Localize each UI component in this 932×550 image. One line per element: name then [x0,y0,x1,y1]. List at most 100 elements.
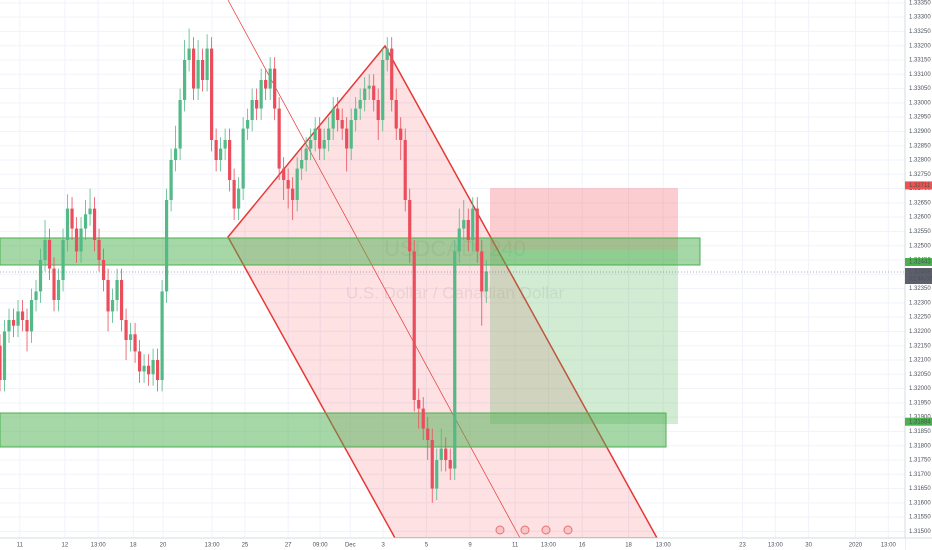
x-tick-label: Dec [345,543,356,549]
candle-body [349,120,353,149]
x-tick-label: 11 [512,543,519,549]
candle-body [214,140,218,160]
x-tick-label: 3 [381,543,385,549]
candle-body [74,228,79,252]
y-tick-label: 1.33150 [909,58,931,64]
x-tick-label: 27 [285,543,292,549]
candle-body [457,228,461,252]
price-tag-label: 1.31884 [909,419,931,425]
candle-body [322,140,326,149]
candle-body [295,168,299,200]
candle-body [205,48,209,80]
candle-body [146,365,151,375]
y-tick-label: 1.32550 [909,229,931,235]
x-tick-label: 9 [468,543,472,549]
drawings [0,0,701,539]
candle-body [394,100,398,129]
candle-body [376,100,380,120]
y-tick-label: 1.31600 [909,500,931,506]
y-tick-label: 1.33000 [909,100,931,106]
candle-body [444,448,448,460]
price-tag-bg [905,181,932,190]
candle-body [70,208,74,229]
y-tick-label: 1.32600 [909,215,931,221]
event-icon[interactable] [541,525,551,535]
candle-body [250,100,254,120]
y-tick-label: 1.32750 [909,172,931,178]
candle-body [20,311,25,320]
y-tick-label: 1.32850 [909,143,931,149]
candle-body [160,291,164,380]
candle-body [97,240,101,260]
candle-body [43,240,47,260]
y-tick-label: 1.33250 [909,29,931,35]
candle-body [273,68,277,109]
y-tick-label: 1.31650 [909,486,931,492]
candle-body [340,120,344,129]
y-tick-label: 1.31850 [909,429,931,435]
x-tick-label: 30 [805,543,812,549]
x-tick-label: 18 [625,543,632,549]
candle-body [155,360,160,380]
target-zone [490,250,678,424]
candle-body [484,271,488,292]
candle-body [124,320,128,340]
event-icons [495,525,573,535]
candle-body [38,260,43,292]
candle-body [277,108,281,169]
candle-body [345,128,349,149]
candle-body [16,311,20,326]
event-icon[interactable] [563,525,573,535]
x-tick-label: 16 [579,543,586,549]
candle-body [426,428,430,440]
candle-body [0,345,2,380]
event-icon[interactable] [520,525,530,535]
y-tick-label: 1.32000 [909,386,931,392]
y-tick-label: 1.33300 [909,15,931,21]
zone-upper [0,237,701,266]
price-tag-bg [905,268,932,284]
event-icon[interactable] [495,525,505,535]
y-tick-label: 1.32950 [909,115,931,121]
candle-body [399,128,403,140]
candle-body [403,140,407,200]
y-tick-label: 1.32300 [909,300,931,306]
y-tick-label: 1.33200 [909,43,931,49]
x-tick-label: 13:00 [205,543,221,549]
price-tag-label: 1.32443 [909,260,931,266]
y-tick-label: 1.32500 [909,243,931,249]
y-tick-label: 1.33350 [909,0,931,6]
candle-body [259,80,263,109]
candle-body [11,320,16,326]
price-tag-label: 1.32711 [909,183,931,189]
y-tick-label: 1.31700 [909,472,931,478]
x-tick-label: 13:00 [91,543,107,549]
y-tick-label: 1.32200 [909,329,931,335]
candle-body [29,300,34,332]
countdown-label: 02:46:07 [909,277,932,283]
candle-body [466,220,470,240]
candle-body [480,251,484,292]
candle-body [241,128,245,189]
candle-body [25,320,29,332]
candle-body [381,60,385,120]
candle-body [237,188,241,209]
candle-body [164,200,169,292]
x-tick-label: 23 [739,543,746,549]
candle-body [178,100,182,149]
y-tick-label: 1.32350 [909,286,931,292]
y-tick-label: 1.33050 [909,86,931,92]
candle-body [372,85,376,100]
candle-body [286,180,290,189]
price-tag-bg [905,417,932,426]
candle-body [282,168,286,180]
candle-body [2,331,7,380]
candle-body [264,80,268,89]
candle-body [390,48,394,100]
y-tick-label: 1.32250 [909,315,931,321]
candle-body [475,208,479,252]
y-tick-label: 1.31950 [909,400,931,406]
y-tick-label: 1.31500 [909,529,931,535]
